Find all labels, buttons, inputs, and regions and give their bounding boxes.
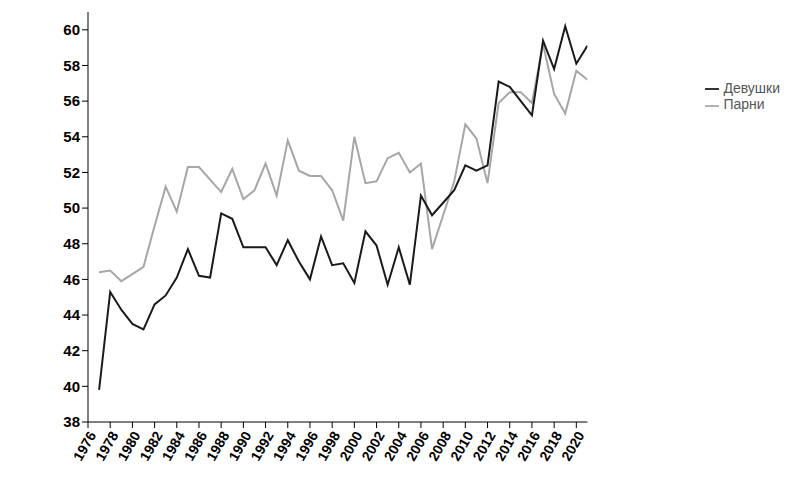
html-text:Парни: Парни (723, 96, 765, 113)
svg-text:2018: 2018 (535, 428, 566, 464)
svg-text:2010: 2010 (447, 428, 477, 464)
svg-text:50: 50 (63, 199, 80, 216)
svg-text:52: 52 (63, 164, 80, 181)
svg-text:1994: 1994 (269, 428, 299, 464)
svg-text:2008: 2008 (424, 428, 455, 464)
svg-text:46: 46 (63, 271, 80, 288)
svg-text:2002: 2002 (358, 428, 388, 464)
svg-text:2000: 2000 (336, 428, 366, 464)
svg-text:1980: 1980 (114, 428, 144, 464)
svg-text:2012: 2012 (469, 428, 499, 464)
svg-text:58: 58 (63, 57, 80, 74)
svg-text:2020: 2020 (558, 428, 588, 463)
html-text:Девушки: Девушки (723, 80, 780, 96)
svg-text:2014: 2014 (491, 428, 521, 464)
svg-text:1982: 1982 (136, 428, 166, 464)
svg-text:1976: 1976 (69, 428, 100, 464)
svg-text:2006: 2006 (402, 428, 433, 464)
svg-text:42: 42 (63, 342, 80, 359)
svg-text:1986: 1986 (180, 428, 211, 464)
svg-text:2004: 2004 (380, 428, 410, 464)
svg-text:1992: 1992 (247, 428, 277, 464)
svg-text:1998: 1998 (313, 428, 344, 464)
svg-text:60: 60 (63, 21, 80, 38)
svg-text:38: 38 (63, 413, 80, 430)
svg-text:54: 54 (63, 128, 80, 145)
svg-text:1990: 1990 (225, 428, 255, 464)
svg-text:40: 40 (63, 378, 80, 395)
svg-text:1988: 1988 (203, 428, 233, 464)
svg-text:1984: 1984 (158, 428, 188, 464)
svg-text:56: 56 (63, 92, 80, 109)
svg-text:44: 44 (63, 306, 80, 323)
svg-text:1996: 1996 (291, 428, 322, 464)
svg-text:2016: 2016 (513, 428, 544, 464)
svg-text:1978: 1978 (92, 428, 122, 464)
svg-text:48: 48 (63, 235, 80, 252)
